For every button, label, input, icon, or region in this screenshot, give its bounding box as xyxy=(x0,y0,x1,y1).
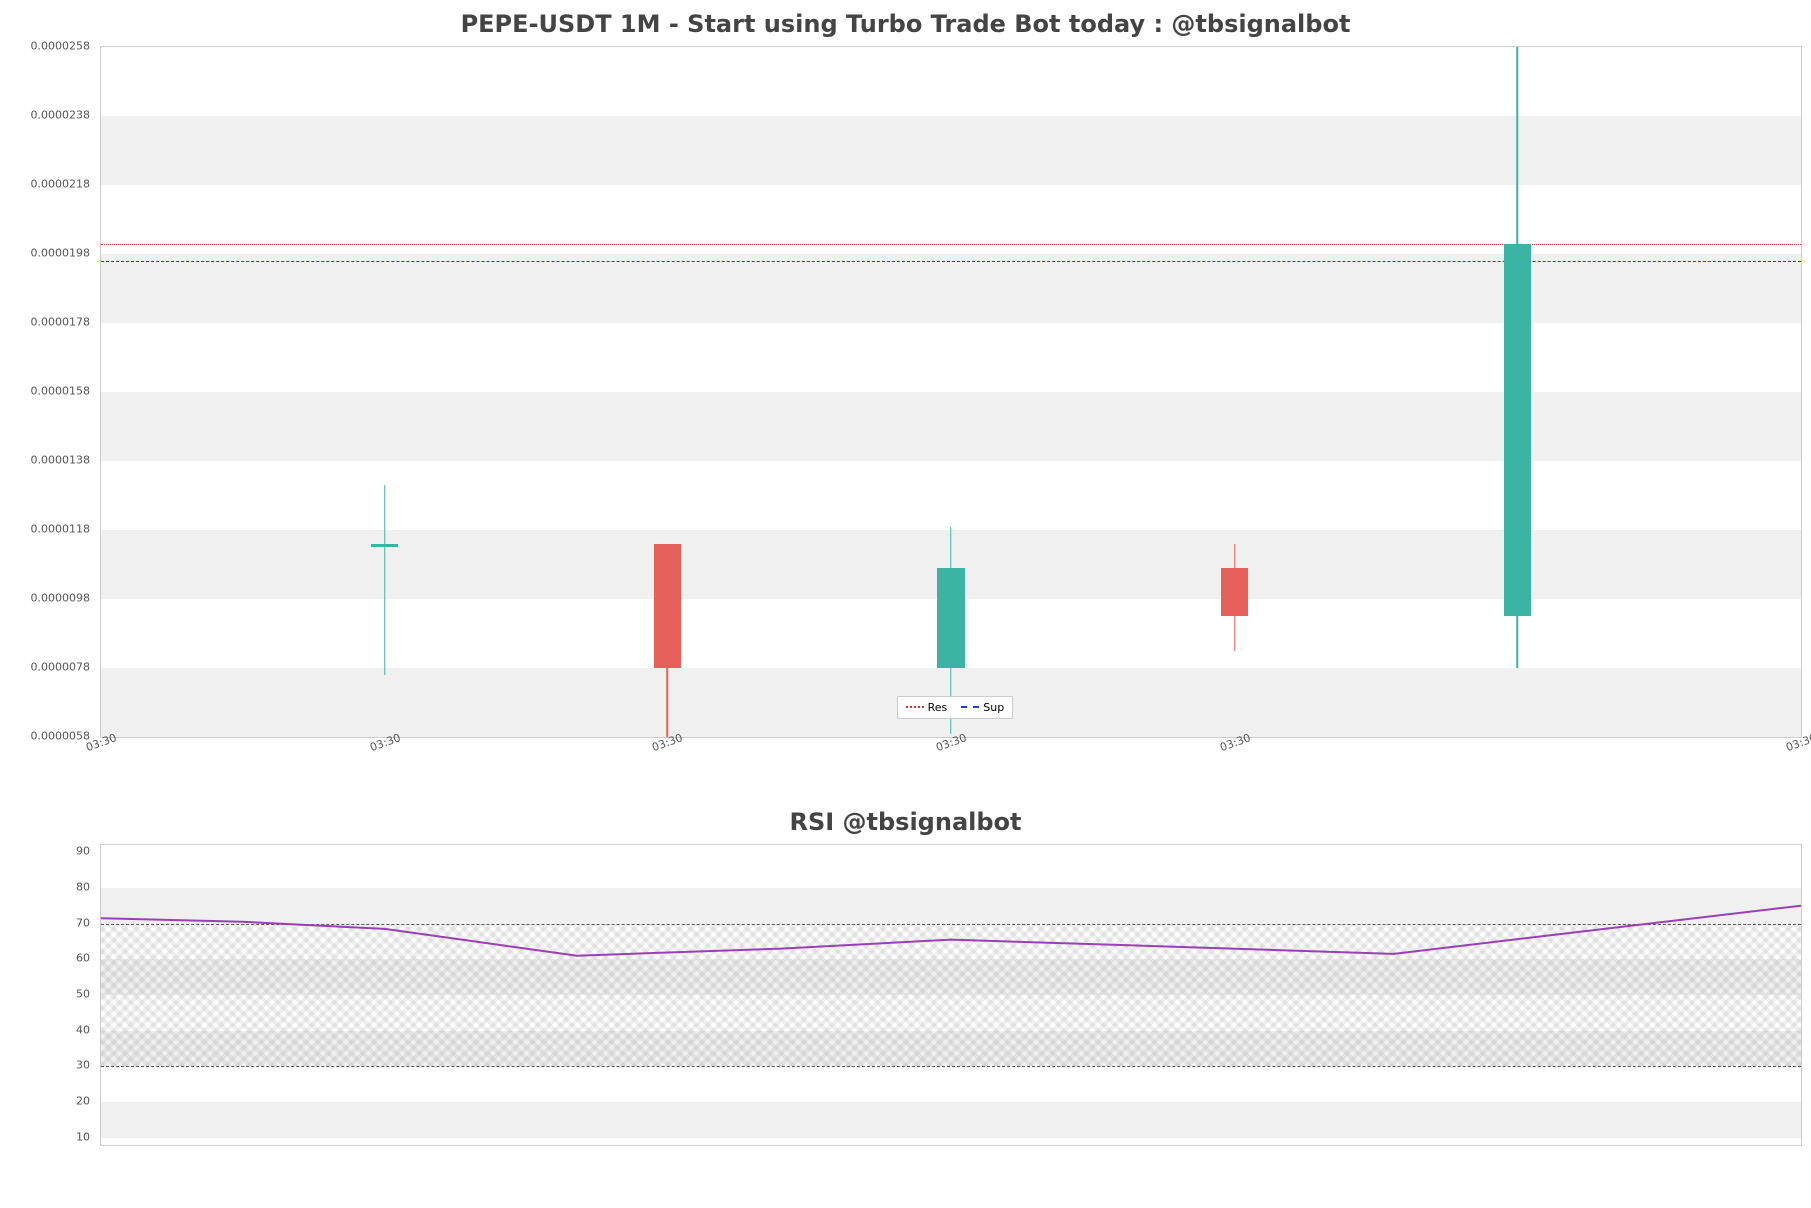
rsi-chart-title: RSI @tbsignalbot xyxy=(10,808,1801,836)
legend-label: Sup xyxy=(983,701,1004,714)
y-tick-label: 0.0000118 xyxy=(31,523,91,536)
y-tick-label: 0.0000198 xyxy=(31,247,91,260)
candle-wick xyxy=(384,485,386,675)
y-tick-label: 0.0000238 xyxy=(31,109,91,122)
main-candlestick-chart: PEPE-USDT 1M - Start using Turbo Trade B… xyxy=(10,10,1801,768)
y-tick-label: 0.0000158 xyxy=(31,385,91,398)
y-tick-label: 30 xyxy=(76,1059,90,1072)
candle-body xyxy=(1504,244,1531,617)
y-tick-label: 90 xyxy=(76,845,90,858)
y-tick-label: 0.0000218 xyxy=(31,178,91,191)
candle-body xyxy=(654,544,681,668)
rsi-chart: RSI @tbsignalbot 10 20 30 40 50 60 70 80 90 xyxy=(10,808,1801,1146)
legend-label: Res xyxy=(928,701,948,714)
y-tick-label: 10 xyxy=(76,1130,90,1143)
y-tick-label: 70 xyxy=(76,916,90,929)
rsi-line-svg xyxy=(101,845,1801,1145)
rsi-plot-area xyxy=(100,844,1802,1146)
candle xyxy=(937,47,964,737)
y-tick-label: 0.0000138 xyxy=(31,454,91,467)
main-legend: Res Sup xyxy=(897,696,1014,719)
y-tick-label: 40 xyxy=(76,1023,90,1036)
main-x-axis: 03:3003:3003:3003:3003:3003:30 xyxy=(100,738,1800,768)
candle xyxy=(1504,47,1531,737)
candle xyxy=(654,47,681,737)
candle-body xyxy=(371,544,398,547)
rsi-polyline xyxy=(101,906,1801,956)
y-tick-label: 0.0000078 xyxy=(31,661,91,674)
y-tick-label: 0.0000258 xyxy=(31,40,91,53)
y-tick-label: 50 xyxy=(76,988,90,1001)
legend-swatch xyxy=(906,706,924,708)
legend-item-support: Sup xyxy=(961,701,1004,714)
main-y-axis: 0.00000580.00000780.00000980.00001180.00… xyxy=(10,46,95,736)
candle xyxy=(371,47,398,737)
y-tick-label: 0.0000098 xyxy=(31,592,91,605)
rsi-y-axis: 10 20 30 40 50 60 70 80 90 xyxy=(10,844,95,1144)
candle xyxy=(1221,47,1248,737)
legend-swatch xyxy=(961,706,979,708)
y-tick-label: 0.0000058 xyxy=(31,730,91,743)
y-tick-label: 0.0000178 xyxy=(31,316,91,329)
candle-body xyxy=(1221,568,1248,616)
candle-body xyxy=(937,568,964,668)
y-tick-label: 80 xyxy=(76,880,90,893)
y-tick-label: 60 xyxy=(76,952,90,965)
y-tick-label: 20 xyxy=(76,1095,90,1108)
legend-item-resistance: Res xyxy=(906,701,948,714)
main-plot-area: Res Sup xyxy=(100,46,1802,738)
main-chart-title: PEPE-USDT 1M - Start using Turbo Trade B… xyxy=(10,10,1801,38)
